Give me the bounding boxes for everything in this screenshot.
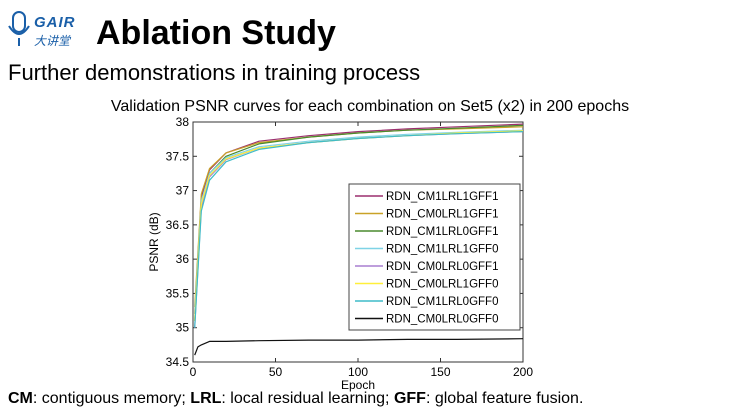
footer-lrl-abbr: LRL [190, 390, 222, 407]
legend-label: RDN_CM1LRL1GFF1 [386, 191, 498, 203]
legend-label: RDN_CM1LRL0GFF1 [386, 226, 498, 238]
x-tick-label: 0 [190, 365, 197, 379]
microphone-icon [8, 11, 30, 46]
y-tick-label: 38 [176, 115, 190, 129]
legend-label: RDN_CM0LRL0GFF0 [386, 314, 498, 326]
series-line [194, 123, 524, 315]
x-tick-label: 50 [269, 365, 283, 379]
y-tick-label: 35 [176, 321, 190, 335]
legend-box [348, 183, 521, 331]
legend-label: RDN_CM1LRL1GFF0 [386, 244, 498, 256]
gair-logo: GAIR 大讲堂 [4, 8, 88, 52]
legend-label: RDN_CM0LRL1GFF1 [386, 209, 498, 221]
footer-gff-abbr: GFF [393, 390, 426, 407]
y-tick-label: 37.5 [166, 149, 190, 163]
logo-subtext: 大讲堂 [34, 34, 71, 48]
legend-label: RDN_CM0LRL1GFF0 [386, 279, 498, 291]
footer-cm-desc: : contiguous memory; [32, 390, 191, 407]
slide-title: Ablation Study [96, 14, 336, 52]
series-line [194, 338, 524, 356]
y-tick-label: 35.5 [166, 286, 190, 300]
slide-subtitle: Further demonstrations in training proce… [8, 60, 421, 85]
series-line [194, 131, 524, 328]
logo-text: GAIR [34, 14, 76, 31]
y-axis-label: PSNR (dB) [147, 212, 161, 271]
legend-label: RDN_CM1LRL0GFF0 [386, 296, 498, 308]
footer-lrl-desc: : local residual learning; [221, 390, 394, 407]
footer-gff-desc: : global feature fusion. [425, 390, 584, 407]
footer-cm-abbr: CM [8, 390, 33, 407]
y-tick-label: 36 [176, 252, 190, 266]
series-line [194, 129, 524, 315]
y-tick-label: 37 [176, 184, 190, 198]
x-tick-label: 200 [513, 365, 533, 379]
y-tick-label: 34.5 [166, 355, 190, 369]
x-tick-label: 100 [348, 365, 368, 379]
y-tick-label: 36.5 [166, 218, 190, 232]
legend-label: RDN_CM0LRL0GFF1 [386, 261, 498, 273]
chart-title: Validation PSNR curves for each combinat… [110, 98, 630, 115]
x-tick-label: 150 [430, 365, 450, 379]
footer-legend-note: CM: contiguous memory; LRL: local residu… [8, 390, 583, 408]
x-axis-label: Epoch [341, 378, 375, 392]
